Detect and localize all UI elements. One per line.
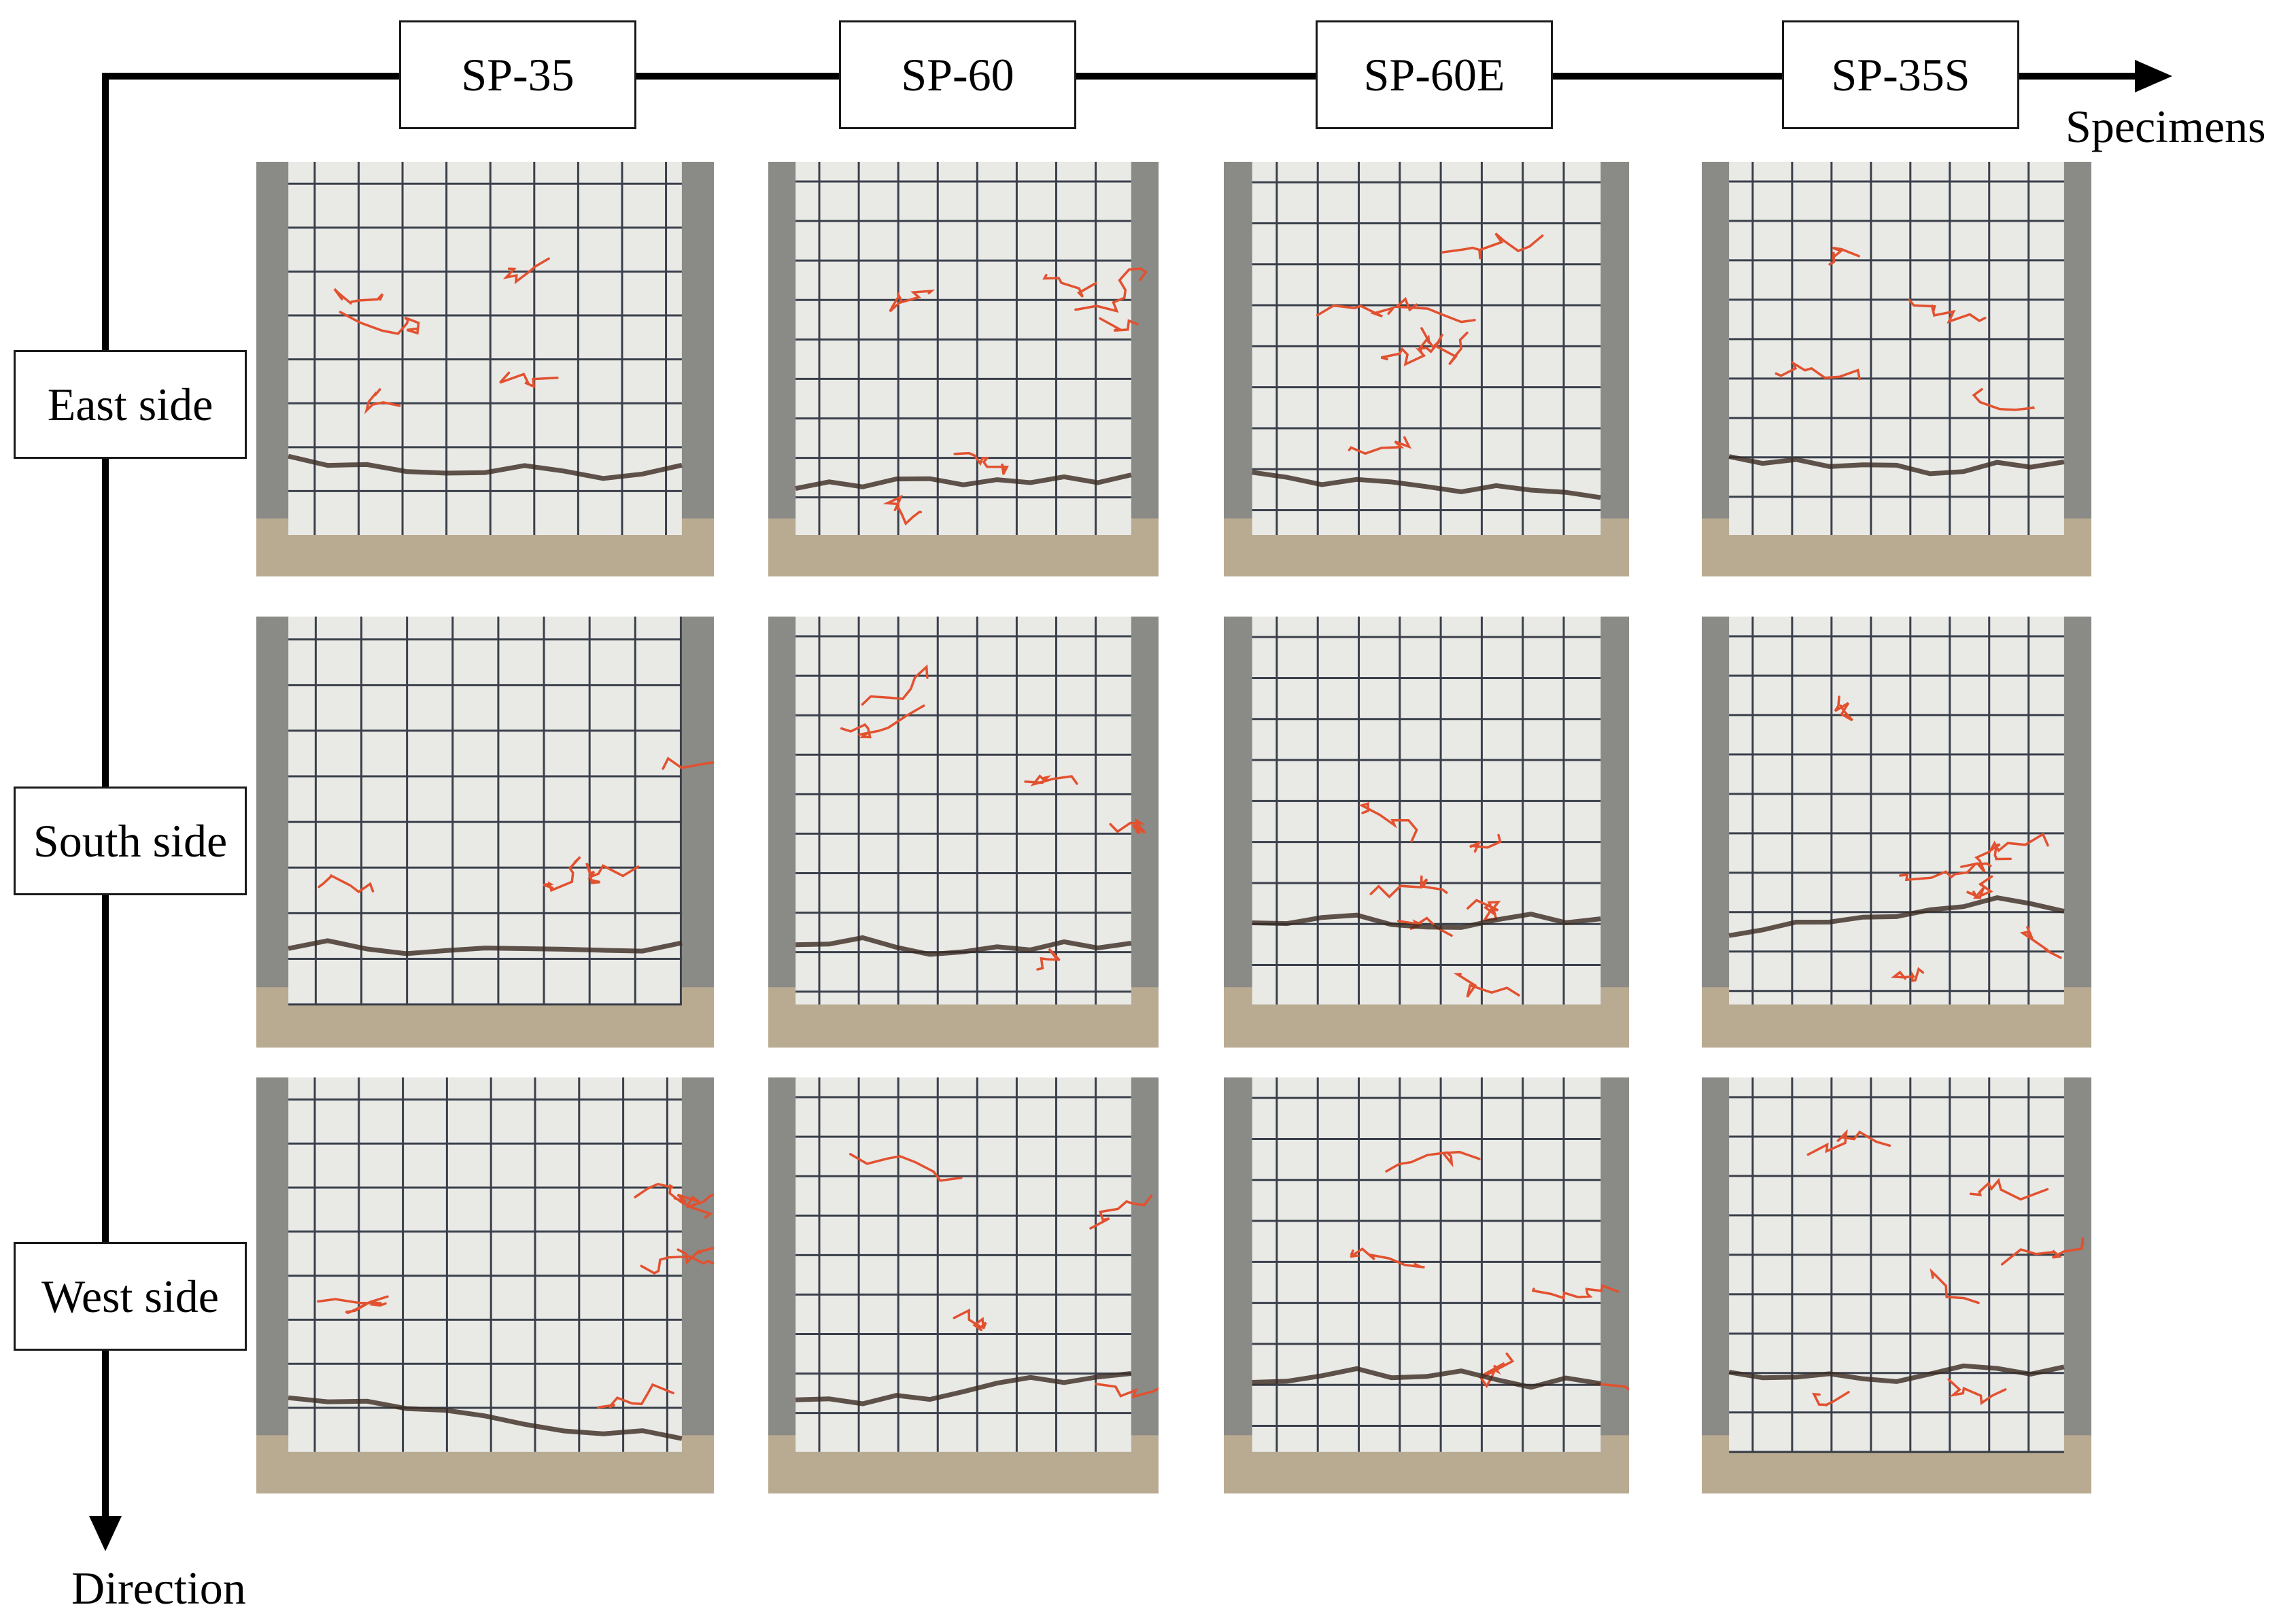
specimen-photo-r3-c4: [1702, 1077, 2091, 1493]
direction-label-east: East side: [14, 350, 247, 459]
direction-label-west: West side: [14, 1242, 247, 1351]
specimen-label-sp-60e: SP-60E: [1316, 20, 1553, 129]
specimen-photo-r2-c3: [1224, 617, 1629, 1048]
specimen-photo-r1-c1: [256, 162, 714, 576]
horizontal-axis-label: Specimens: [2066, 101, 2266, 152]
horizontal-axis-arrowhead: [2135, 60, 2172, 92]
specimen-photo-r1-c4: [1702, 162, 2091, 576]
vertical-axis-label: Direction: [71, 1562, 246, 1614]
specimen-photo-r1-c3: [1224, 162, 1629, 576]
specimen-photo-r2-c4: [1702, 617, 2091, 1048]
specimen-photo-r2-c1: [256, 617, 714, 1048]
specimen-photo-r3-c2: [768, 1077, 1159, 1493]
specimen-label-sp-35s: SP-35S: [1782, 20, 2019, 129]
direction-label-south: South side: [14, 787, 247, 895]
specimen-label-sp-60: SP-60: [839, 20, 1076, 129]
specimen-photo-r3-c3: [1224, 1077, 1629, 1493]
specimen-photo-r2-c2: [768, 617, 1159, 1048]
specimen-label-sp-35: SP-35: [399, 20, 636, 129]
specimen-photo-r1-c2: [768, 162, 1159, 576]
specimen-photo-r3-c1: [256, 1077, 714, 1493]
vertical-axis-arrowhead: [89, 1516, 122, 1551]
